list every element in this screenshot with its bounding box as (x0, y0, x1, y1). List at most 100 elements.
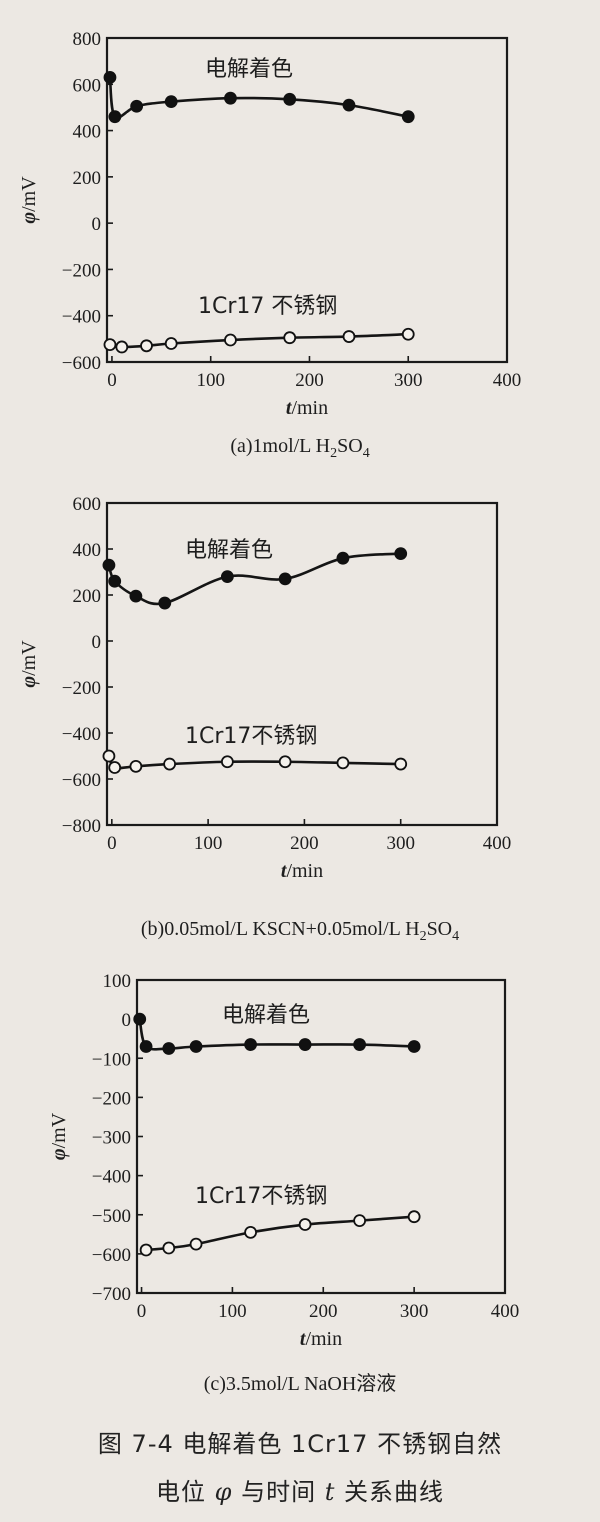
x-tick-label: 200 (290, 833, 319, 854)
x-tick-label: 100 (218, 1301, 247, 1322)
steel-series-point (278, 755, 292, 769)
y-tick-label: −100 (92, 1049, 131, 1070)
steel-series-point (108, 761, 122, 774)
steel-series-point (353, 1214, 367, 1228)
colored-series-point (283, 92, 297, 106)
figure-caption-line2: 电位 φ 与时间 t 关系曲线 (0, 1472, 600, 1507)
y-tick-label: −800 (62, 816, 101, 837)
colored-series-point (102, 558, 116, 572)
x-tick-label: 400 (483, 833, 512, 854)
y-axis-label: φ/mV (18, 640, 40, 688)
y-tick-label: 400 (73, 122, 102, 143)
panel-caption-letter: (c) (204, 1373, 226, 1395)
colored-series-point (342, 98, 356, 112)
steel-series-point (164, 337, 178, 350)
y-tick-label: 800 (73, 29, 102, 50)
colored-series-line (108, 77, 409, 120)
steel-series-point (139, 1243, 153, 1257)
caption-text-3: 关系曲线 (335, 1478, 444, 1506)
y-tick-label: 100 (103, 971, 132, 992)
y-axis-symbol: φ (18, 676, 40, 688)
y-axis-unit: /mV (18, 176, 40, 212)
caption-subscript: 4 (363, 446, 370, 461)
y-tick-label: −200 (62, 678, 101, 699)
steel-series-point (140, 339, 153, 353)
colored-series-point (164, 95, 178, 109)
steel-series-point (162, 1241, 176, 1255)
steel-series-point (189, 1237, 203, 1251)
y-axis-unit: /mV (48, 1112, 70, 1148)
y-tick-label: 0 (92, 214, 102, 235)
x-tick-label: 300 (386, 833, 415, 854)
steel-series-point (163, 757, 176, 771)
y-tick-label: −400 (92, 1167, 131, 1188)
colored-series-point (129, 589, 143, 603)
y-tick-label: 200 (73, 168, 102, 189)
y-tick-label: 200 (73, 586, 102, 607)
colored-series-point (158, 596, 172, 610)
steel-series-point (103, 338, 117, 352)
steel-series-label: 1Cr17不锈钢 (185, 724, 317, 749)
steel-series-point (220, 755, 234, 769)
x-tick-label: 400 (491, 1301, 520, 1322)
colored-series-point (224, 91, 237, 105)
y-tick-label: 0 (122, 1010, 132, 1031)
plot-frame (105, 501, 499, 827)
caption-subscript: 2 (420, 929, 427, 944)
steel-series-point (244, 1225, 257, 1239)
y-tick-label: −400 (62, 724, 101, 745)
steel-series-point (401, 327, 415, 341)
x-tick-label: 400 (493, 370, 522, 391)
y-tick-label: −300 (92, 1128, 131, 1149)
y-axis-label: φ/mV (18, 176, 40, 224)
colored-series-point (139, 1040, 153, 1053)
steel-series-point (394, 757, 408, 771)
caption-t-symbol: t (324, 1478, 336, 1506)
chart-panel-c: 100 0 −100 −200 −300 −400 −500 −600 −700 0 100 200 3… (48, 971, 519, 1395)
steel-series-line (107, 755, 401, 770)
steel-series-point (129, 759, 143, 773)
x-tick-label: 200 (295, 370, 324, 391)
x-axis-symbol: t (281, 860, 288, 882)
steel-series-point (342, 330, 356, 343)
y-tick-label: −200 (92, 1088, 131, 1109)
figure-caption-line1: 图 7-4 电解着色 1Cr17 不锈钢自然 (97, 1430, 503, 1458)
steel-series-line (145, 1215, 415, 1252)
x-tick-label: 0 (137, 1301, 147, 1322)
x-tick-label: 100 (196, 370, 225, 391)
colored-series-point (133, 1012, 147, 1026)
panel-caption-letter: (b) (141, 918, 164, 940)
colored-series-label: 电解着色 (205, 57, 293, 82)
colored-series-point (407, 1040, 421, 1053)
colored-series-label: 电解着色 (185, 538, 273, 563)
x-axis-label: t/min (300, 1328, 342, 1350)
x-axis-unit: /min (286, 860, 323, 882)
steel-series-point (298, 1218, 312, 1231)
colored-series-point (394, 547, 408, 560)
caption-text-1: 电位 (155, 1478, 215, 1506)
y-axis-symbol: φ (48, 1148, 70, 1160)
y-tick-label: −400 (62, 307, 101, 328)
x-tick-label: 300 (400, 1301, 429, 1322)
steel-series-point (102, 749, 116, 763)
y-axis-label: φ/mV (48, 1112, 70, 1160)
colored-series-point (108, 574, 122, 588)
panel-caption: (c)3.5mol/L NaOH溶液 (204, 1372, 397, 1395)
y-tick-label: −600 (62, 770, 101, 791)
colored-series-point (298, 1038, 312, 1051)
y-tick-label: −600 (62, 353, 101, 374)
steel-series-point (224, 333, 237, 347)
caption-text-2: 与时间 (232, 1478, 325, 1506)
caption-text: 3.5mol/L NaOH溶液 (226, 1372, 396, 1395)
caption-text: SO (427, 918, 453, 940)
colored-series-point (103, 70, 117, 84)
y-tick-label: 600 (73, 494, 102, 515)
y-tick-label: 0 (92, 632, 102, 653)
colored-series-point (336, 551, 350, 565)
steel-series-label: 1Cr17 不锈钢 (198, 294, 337, 319)
y-tick-label: 600 (73, 75, 102, 96)
steel-series-point (115, 340, 129, 354)
